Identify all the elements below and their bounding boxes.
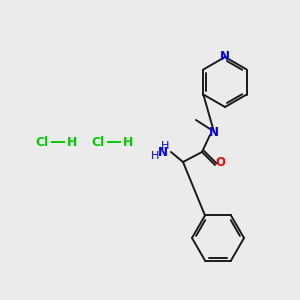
Text: N: N [158, 146, 168, 158]
Text: N: N [209, 125, 219, 139]
Text: Cl: Cl [92, 136, 105, 148]
Text: O: O [215, 157, 225, 169]
Text: H: H [123, 136, 133, 148]
Text: N: N [220, 50, 230, 64]
Text: H: H [151, 151, 159, 161]
Text: H: H [67, 136, 77, 148]
Text: H: H [161, 141, 169, 151]
Text: Cl: Cl [35, 136, 49, 148]
